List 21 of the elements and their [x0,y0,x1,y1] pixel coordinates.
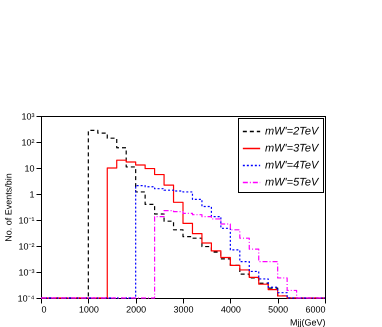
legend-label: mW'=3TeV [265,142,320,154]
y-axis-title: No. of Events/bin [4,173,14,242]
y-tick-label: 10 [24,164,34,174]
y-tick-label: 1 [29,190,34,200]
y-tick-label: 10⁻¹ [18,216,34,226]
x-tick-label: 4000 [220,304,241,314]
x-tick-label: 0 [42,304,47,314]
x-axis-title: Mjj(GeV) [290,318,326,327]
x-tick-label: 6000 [305,304,326,314]
y-tick-label: 10³ [21,112,34,122]
y-tick-label: 10⁻² [18,242,34,252]
legend-label: mW'=2TeV [265,126,320,138]
y-tick-label: 10⁻⁴ [18,294,35,304]
x-tick-label: 2000 [126,304,146,314]
y-tick-label: 10⁻³ [18,268,34,278]
x-tick-label: 5000 [268,304,288,314]
x-tick-label: 3000 [173,304,194,314]
x-tick-label: 1000 [78,304,99,314]
legend-label: mW'=4TeV [265,160,320,172]
legend-label: mW'=5TeV [265,176,320,188]
y-tick-label: 10² [21,138,34,148]
